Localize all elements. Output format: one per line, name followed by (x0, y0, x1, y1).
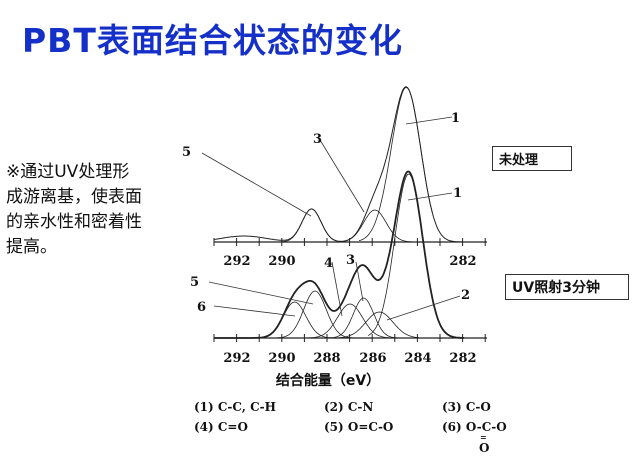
description-line: 提高。 (6, 237, 57, 257)
peak-label: 4 (324, 256, 333, 271)
legend-item: (4) C=O (194, 420, 248, 434)
description-line: 的亲水性和密着性 (6, 212, 142, 232)
description-line: ※通过UV处理形 (6, 162, 130, 182)
component-5 (277, 208, 345, 243)
component-3 (322, 297, 404, 339)
legend-item: (6) O-C-O (442, 420, 507, 434)
legend-item: (3) C-O (442, 400, 491, 414)
component-6 (253, 301, 335, 339)
peak-label: 1 (451, 111, 460, 126)
component-1 (358, 87, 433, 242)
component-2 (338, 311, 419, 339)
peak-label: 1 (453, 186, 462, 201)
tick-label: 282 (449, 351, 476, 366)
peak-label: 2 (461, 288, 470, 303)
label-uv-3min: UV照射3分钟 (505, 274, 629, 300)
description-text: ※通过UV处理形 成游离基，使表面 的亲水性和密着性 提高。 (6, 160, 186, 260)
peak-label: 6 (197, 300, 206, 315)
legend-item: (1) C-C, C-H (194, 400, 276, 414)
peak-label: 5 (182, 145, 191, 160)
tick-label: 284 (404, 351, 431, 366)
component-3 (338, 209, 413, 243)
peak-label: 3 (313, 132, 322, 147)
tick-label: 288 (313, 351, 340, 366)
tick-label: 286 (359, 351, 386, 366)
envelope-untreated (214, 86, 465, 243)
tick-label: 292 (223, 254, 250, 269)
page-title: PBT表面结合状态的变化 (22, 21, 403, 60)
tick-label: 290 (268, 254, 295, 269)
legend-double-bond: = (480, 432, 487, 442)
legend-carbonyl-oxygen: O (479, 441, 490, 455)
peak-label: 3 (346, 253, 355, 268)
legend-item: (5) O=C-O (324, 420, 394, 434)
envelope-uv (214, 170, 465, 339)
description-line: 成游离基，使表面 (6, 187, 142, 207)
component-4 (309, 303, 390, 339)
x-axis-label: 结合能量（eV） (276, 372, 380, 389)
tick-label: 282 (449, 254, 476, 269)
legend-item: (2) C-N (324, 400, 374, 414)
tick-label: 290 (268, 351, 295, 366)
peak-label: 5 (190, 275, 199, 290)
label-untreated: 未处理 (492, 146, 572, 171)
tick-label: 292 (223, 351, 250, 366)
